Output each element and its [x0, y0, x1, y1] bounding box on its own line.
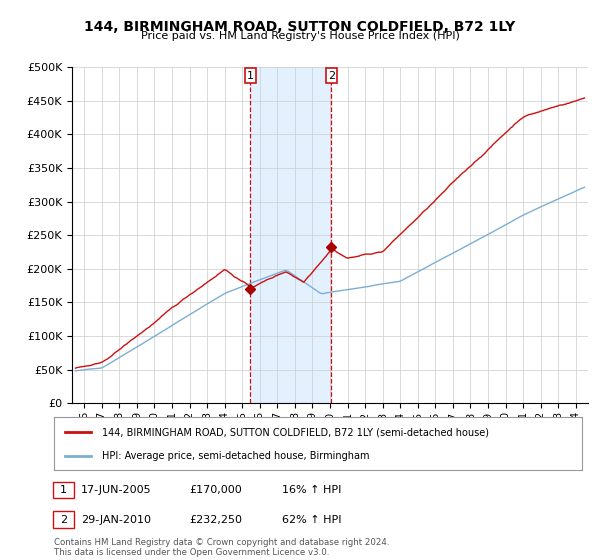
Text: 2: 2: [328, 71, 335, 81]
Text: 144, BIRMINGHAM ROAD, SUTTON COLDFIELD, B72 1LY: 144, BIRMINGHAM ROAD, SUTTON COLDFIELD, …: [85, 20, 515, 34]
Text: Contains HM Land Registry data © Crown copyright and database right 2024.
This d: Contains HM Land Registry data © Crown c…: [54, 538, 389, 557]
Text: 2: 2: [60, 515, 67, 525]
Text: 62% ↑ HPI: 62% ↑ HPI: [282, 515, 341, 525]
Text: 29-JAN-2010: 29-JAN-2010: [81, 515, 151, 525]
Text: 17-JUN-2005: 17-JUN-2005: [81, 485, 152, 495]
Text: £232,250: £232,250: [189, 515, 242, 525]
Text: 1: 1: [60, 485, 67, 495]
Bar: [250, 67, 331, 403]
Text: 144, BIRMINGHAM ROAD, SUTTON COLDFIELD, B72 1LY (semi-detached house): 144, BIRMINGHAM ROAD, SUTTON COLDFIELD, …: [101, 427, 488, 437]
Text: HPI: Average price, semi-detached house, Birmingham: HPI: Average price, semi-detached house,…: [101, 450, 369, 460]
Text: £170,000: £170,000: [189, 485, 242, 495]
Text: 1: 1: [247, 71, 254, 81]
Text: 16% ↑ HPI: 16% ↑ HPI: [282, 485, 341, 495]
Text: Price paid vs. HM Land Registry's House Price Index (HPI): Price paid vs. HM Land Registry's House …: [140, 31, 460, 41]
